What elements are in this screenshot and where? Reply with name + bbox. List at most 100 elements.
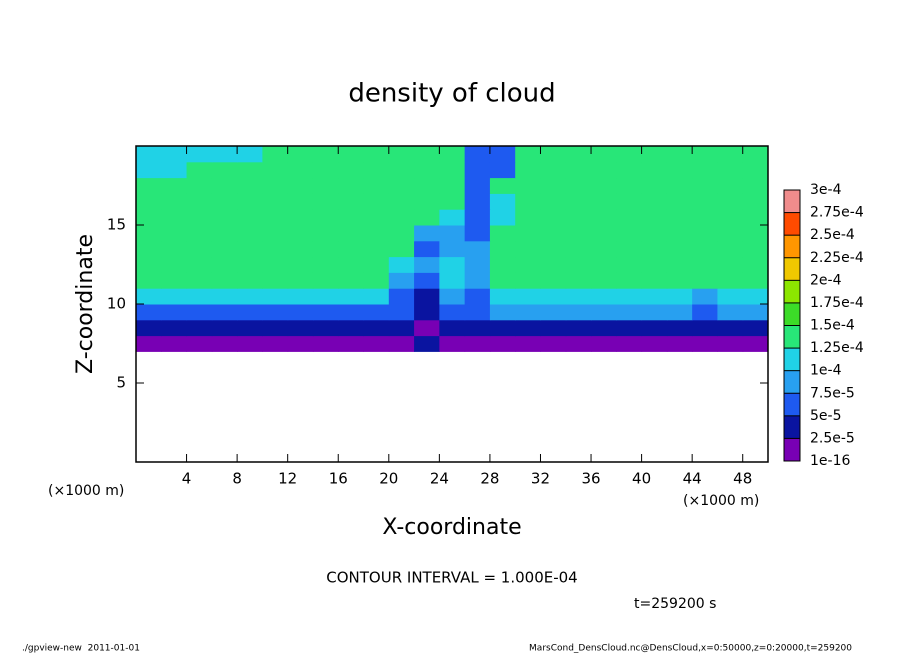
heat-cell <box>616 193 643 210</box>
heat-cell <box>515 240 541 258</box>
heat-cell <box>363 146 390 163</box>
heat-cell <box>161 319 188 337</box>
heat-cell <box>591 177 617 194</box>
heat-cell <box>287 193 314 210</box>
heat-cell <box>666 240 693 258</box>
heat-cell <box>262 225 289 242</box>
heat-cell <box>363 209 390 226</box>
x-tick-label: 48 <box>733 470 752 488</box>
heat-cell <box>287 288 314 305</box>
heat-cell <box>211 177 238 194</box>
heat-cell <box>565 193 592 210</box>
heat-cell <box>136 161 162 179</box>
heat-cell <box>742 240 769 258</box>
heat-cell <box>161 304 188 321</box>
heat-cell <box>565 256 592 273</box>
x-unit-label: (×1000 m) <box>48 483 124 499</box>
heat-cell <box>565 272 592 289</box>
heat-cell <box>439 225 466 242</box>
heat-cell <box>414 319 440 337</box>
heat-cell <box>540 177 567 194</box>
heat-cell <box>641 209 668 226</box>
heat-cell <box>439 177 466 194</box>
heat-cell <box>388 225 415 242</box>
heat-cell <box>616 161 643 179</box>
heat-cell <box>616 304 643 321</box>
heat-cell <box>742 193 769 210</box>
heat-cell <box>262 161 289 179</box>
colorbar-label: 5e-5 <box>810 408 841 424</box>
heat-cell <box>515 146 541 163</box>
heat-cell <box>489 288 516 305</box>
x-tick-label: 16 <box>329 470 348 488</box>
heat-cell <box>237 335 263 352</box>
heat-cell <box>186 272 213 289</box>
y-tick-label: 5 <box>116 374 126 392</box>
heat-cell <box>692 146 718 163</box>
colorbar-label: 2.25e-4 <box>810 250 864 266</box>
heat-cell <box>312 161 339 179</box>
heat-cell <box>312 225 339 242</box>
heat-cell <box>186 209 213 226</box>
heat-cell <box>439 161 466 179</box>
heat-cell <box>515 288 541 305</box>
heat-cell <box>591 193 617 210</box>
heat-cell <box>666 272 693 289</box>
heat-cell <box>388 304 415 321</box>
heat-cell <box>211 319 238 337</box>
heat-cell <box>262 177 289 194</box>
heat-cell <box>136 304 162 321</box>
heat-cell <box>439 304 466 321</box>
colorbar-swatch <box>784 235 800 258</box>
heat-cell <box>388 319 415 337</box>
heat-cell <box>338 304 365 321</box>
heat-cell <box>262 146 289 163</box>
heat-cell <box>565 240 592 258</box>
heat-cell <box>186 288 213 305</box>
heat-cell <box>161 335 188 352</box>
heat-cell <box>666 225 693 242</box>
heat-cell <box>161 209 188 226</box>
heat-cell <box>666 146 693 163</box>
heat-cell <box>237 193 263 210</box>
heat-cell <box>692 272 718 289</box>
heat-cell <box>641 335 668 352</box>
heat-cell <box>338 146 365 163</box>
heat-cell <box>666 256 693 273</box>
heat-cell <box>717 335 744 352</box>
heat-cell <box>237 319 263 337</box>
heat-cell <box>161 240 188 258</box>
heat-cell <box>464 288 491 305</box>
heat-cell <box>464 304 491 321</box>
y-axis-label: Z-coordinate <box>73 234 98 374</box>
heat-cell <box>565 319 592 337</box>
heat-cell <box>237 240 263 258</box>
heat-cell <box>287 335 314 352</box>
colorbar-label: 2.5e-5 <box>810 430 855 446</box>
heat-cell <box>287 161 314 179</box>
heat-cell <box>363 177 390 194</box>
heat-cell <box>565 209 592 226</box>
heat-cell <box>717 288 744 305</box>
colorbar-label: 3e-4 <box>810 182 842 198</box>
heat-cell <box>439 240 466 258</box>
heat-cell <box>388 161 415 179</box>
heat-cell <box>312 240 339 258</box>
heat-cell <box>540 335 567 352</box>
heat-cell <box>489 256 516 273</box>
footer-left: ./gpview-new 2011-01-01 <box>22 644 140 654</box>
heat-cell <box>237 177 263 194</box>
heat-cell <box>540 256 567 273</box>
heat-cell <box>237 146 263 163</box>
heat-cell <box>489 319 516 337</box>
x-tick-label: 12 <box>278 470 297 488</box>
heat-cell <box>489 193 516 210</box>
heat-cell <box>742 288 769 305</box>
heat-cell <box>161 161 188 179</box>
heat-cell <box>414 193 440 210</box>
heat-cell <box>363 240 390 258</box>
colorbar-label: 1e-16 <box>810 453 850 469</box>
heat-cell <box>616 209 643 226</box>
heat-cell <box>414 146 440 163</box>
heat-cell <box>338 225 365 242</box>
